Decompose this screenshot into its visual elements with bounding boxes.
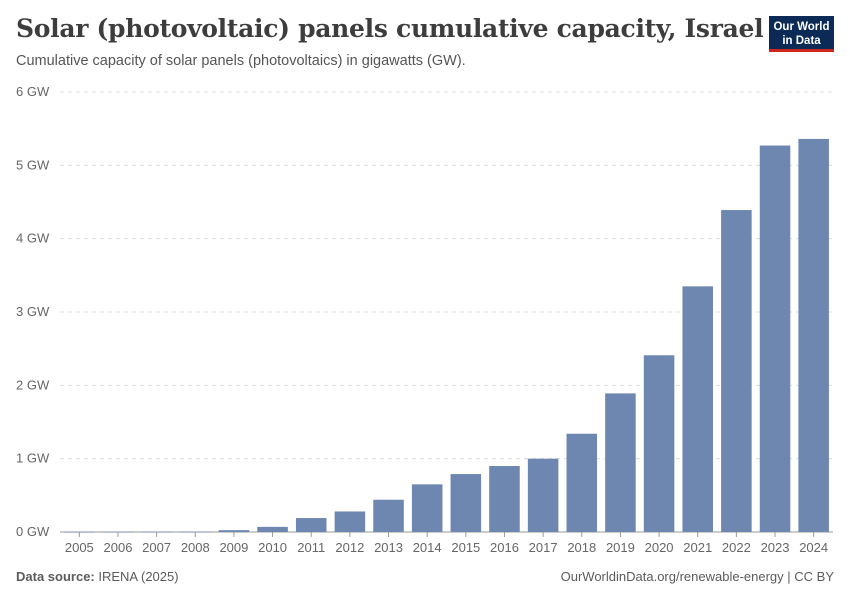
x-tick-label: 2013 <box>374 540 403 555</box>
data-source-label: Data source: <box>16 569 95 584</box>
x-tick-label: 2005 <box>65 540 94 555</box>
bar[interactable] <box>334 511 366 532</box>
bar[interactable] <box>527 458 559 532</box>
bar[interactable] <box>798 138 829 532</box>
bar[interactable] <box>489 466 520 532</box>
bar[interactable] <box>682 286 713 532</box>
bar[interactable] <box>257 526 288 532</box>
bar[interactable] <box>450 474 482 532</box>
footer-link[interactable]: OurWorldinData.org/renewable-energy | CC… <box>560 569 834 584</box>
logo-line-1: Our World <box>773 21 830 33</box>
x-tick-label: 2024 <box>799 540 828 555</box>
x-tick-label: 2008 <box>181 540 210 555</box>
x-tick-label: 2010 <box>258 540 287 555</box>
x-tick-label: 2011 <box>297 540 325 555</box>
chart-title: Solar (photovoltaic) panels cumulative c… <box>16 14 764 43</box>
bar[interactable] <box>759 145 791 533</box>
y-tick-label: 4 GW <box>16 231 50 246</box>
chart-subtitle: Cumulative capacity of solar panels (pho… <box>16 53 466 69</box>
bar[interactable] <box>605 393 636 532</box>
x-tick-label: 2022 <box>722 540 751 555</box>
y-tick-label: 0 GW <box>16 524 50 539</box>
x-tick-label: 2014 <box>413 540 442 555</box>
x-tick-label: 2021 <box>683 540 712 555</box>
y-tick-label: 6 GW <box>16 84 50 99</box>
bar[interactable] <box>218 530 250 532</box>
y-tick-label: 1 GW <box>16 451 50 466</box>
x-tick-label: 2016 <box>490 540 519 555</box>
x-tick-label: 2009 <box>219 540 248 555</box>
bar[interactable] <box>411 484 443 532</box>
x-tick-label: 2017 <box>529 540 558 555</box>
bar[interactable] <box>721 210 752 533</box>
data-source: Data source: IRENA (2025) <box>16 569 179 584</box>
data-source-value[interactable]: IRENA (2025) <box>98 569 179 584</box>
owid-logo[interactable]: Our World in Data <box>769 16 834 52</box>
bar[interactable] <box>643 355 675 532</box>
x-tick-label: 2012 <box>335 540 364 555</box>
bar-chart: 0 GW 1 GW 2 GW 3 GW 4 GW 5 GW 6 GW 2005 2006 2007… <box>16 84 833 555</box>
x-tick-label: 2020 <box>645 540 674 555</box>
x-tick-label: 2023 <box>761 540 790 555</box>
bar[interactable] <box>295 518 327 532</box>
x-tick-label: 2006 <box>104 540 133 555</box>
y-tick-label: 5 GW <box>16 157 50 172</box>
x-tick-label: 2007 <box>142 540 171 555</box>
logo-line-2: in Data <box>782 35 821 47</box>
y-tick-label: 3 GW <box>16 304 50 319</box>
bar[interactable] <box>566 433 598 532</box>
x-tick-label: 2019 <box>606 540 635 555</box>
x-tick-label: 2015 <box>451 540 480 555</box>
bar[interactable] <box>373 499 404 532</box>
x-tick-label: 2018 <box>567 540 596 555</box>
y-tick-label: 2 GW <box>16 377 50 392</box>
